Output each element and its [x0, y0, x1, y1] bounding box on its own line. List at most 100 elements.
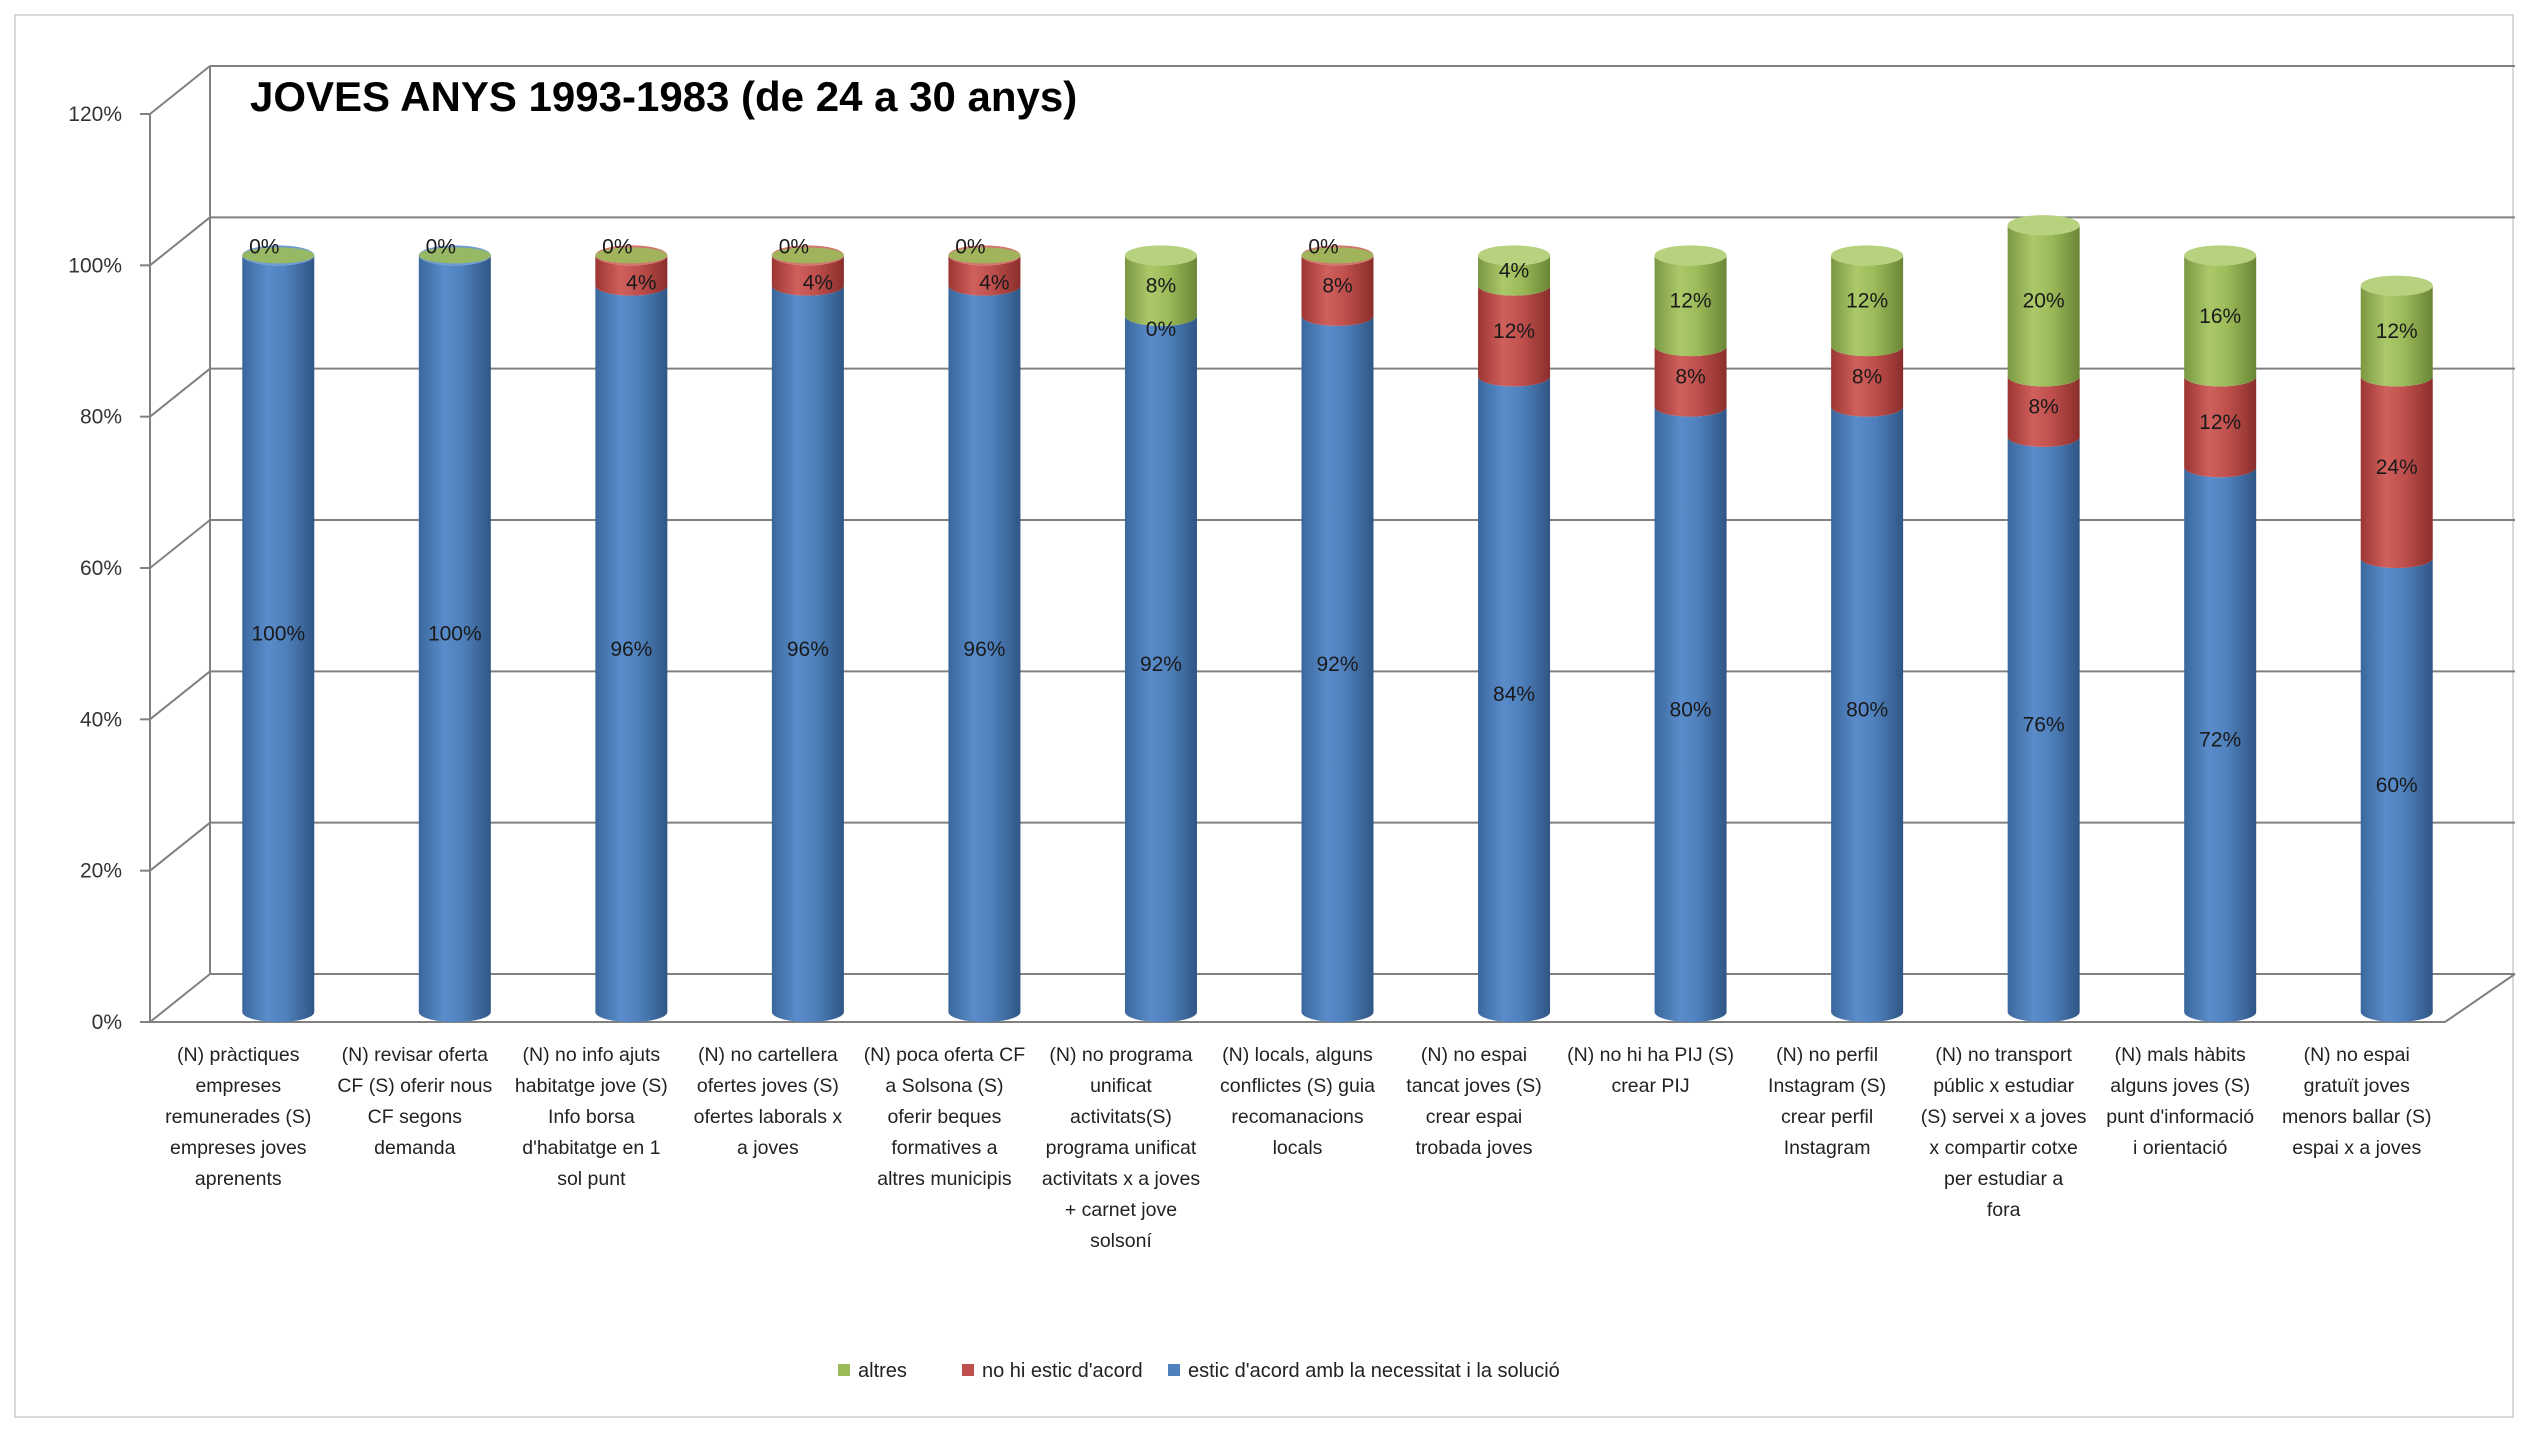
bar-segment [771, 255, 844, 296]
data-label: 0% [955, 235, 985, 258]
legend-swatch [838, 1364, 850, 1376]
bar-top-cap-altres [948, 247, 1021, 264]
data-label: 20% [2023, 290, 2065, 313]
category-label: (N) revisar oferta CF (S) oferir nous CF s… [337, 1044, 492, 1159]
bar-top-cap-altres [418, 247, 491, 264]
category-label: (N) no info ajuts habitatge jove (S) Info … [515, 1044, 668, 1190]
bar-top-cap [2360, 275, 2433, 296]
y-tick-label: 0% [92, 1011, 122, 1034]
data-label: 0% [1146, 318, 1176, 341]
data-label: 16% [2199, 305, 2241, 328]
category-label: (N) no transport públic x estudiar (S) ser… [1921, 1044, 2087, 1221]
legend-swatch [1168, 1364, 1180, 1376]
data-label: 84% [1493, 683, 1535, 706]
data-label: 100% [251, 623, 305, 646]
bar-top-cap [1124, 245, 1197, 266]
gridline-side [149, 216, 211, 267]
data-label: 0% [779, 235, 809, 258]
bar-segment [2184, 376, 2257, 478]
bar-segment [1831, 406, 1904, 1023]
bar-top-cap-altres [595, 247, 668, 264]
bar-top-cap-altres [242, 247, 315, 264]
bar-segment [1124, 315, 1197, 1023]
legend-swatch [962, 1364, 974, 1376]
y-tick-label: 120% [68, 103, 122, 126]
bar-segment [1478, 376, 1551, 1023]
gridline-side [149, 973, 211, 1023]
data-label: 4% [803, 272, 833, 295]
category-label: (N) no espai tancat joves (S) crear espai t… [1406, 1044, 1541, 1159]
gridline-side [149, 821, 211, 872]
bar-segment [418, 255, 491, 1023]
data-label: 0% [1308, 235, 1338, 258]
y-tick-label: 40% [80, 708, 122, 731]
bar-top-cap [1654, 245, 1727, 266]
chart-title: JOVES ANYS 1993-1983 (de 24 a 30 anys) [250, 73, 1077, 120]
bar-segment [1478, 285, 1551, 387]
bar-segment [948, 285, 1021, 1023]
bar-segment [1831, 346, 1904, 417]
bar-segment [1831, 255, 1904, 357]
gridline-side [149, 367, 211, 418]
category-label: (N) mals hàbits alguns joves (S) punt d'in… [2106, 1044, 2254, 1159]
category-label: (N) poca oferta CF a Solsona (S) oferir be… [864, 1044, 1026, 1190]
bar-segment [595, 255, 668, 296]
bar-segment [1301, 315, 1374, 1023]
legend-label: altres [858, 1360, 907, 1382]
category-label: (N) no cartellera ofertes joves (S) oferte… [694, 1044, 843, 1159]
category-label: (N) locals, alguns conflictes (S) guia rec… [1220, 1044, 1375, 1159]
gridline-side [149, 670, 211, 721]
y-tick-label: 60% [80, 557, 122, 580]
labels-layer: 100% 0% (N) pràctiques empreses remunerades … [165, 235, 2431, 1252]
data-label: 24% [2376, 456, 2418, 479]
bar-segment [2184, 467, 2257, 1023]
data-label: 76% [2023, 713, 2065, 736]
bar-segment [1478, 255, 1551, 296]
bar-segment [771, 285, 844, 1023]
bar-segment [2360, 558, 2433, 1023]
bar-segment [1124, 255, 1197, 326]
bar-segment [2007, 225, 2080, 387]
bar-top-cap [2184, 245, 2257, 266]
gridline-side [149, 65, 211, 115]
data-label: 96% [963, 638, 1005, 661]
category-label: (N) pràctiques empreses remunerades (S) emp… [165, 1044, 311, 1190]
data-label: 0% [426, 235, 456, 258]
data-label: 92% [1316, 653, 1358, 676]
y-tick-label: 80% [80, 406, 122, 429]
category-label: (N) no hi ha PIJ (S) crear PIJ [1567, 1044, 1734, 1097]
data-label: 8% [2028, 396, 2058, 419]
data-label: 12% [2376, 320, 2418, 343]
bar-top-cap [1831, 245, 1904, 266]
data-label: 72% [2199, 729, 2241, 752]
bar-top-cap-altres [1301, 247, 1374, 264]
data-label: 80% [1846, 698, 1888, 721]
data-label: 8% [1146, 275, 1176, 298]
data-label: 0% [249, 235, 279, 258]
bar-segment [1301, 255, 1374, 326]
bar-segment [1654, 346, 1727, 417]
bar-segment [948, 255, 1021, 296]
legend-label: estic d'acord amb la necessitat i la sol… [1188, 1360, 1560, 1382]
data-label: 8% [1322, 275, 1352, 298]
bar-segment [2184, 255, 2257, 387]
bar-top-cap [2007, 215, 2080, 236]
data-label: 12% [2199, 411, 2241, 434]
category-label: (N) no espai gratuït joves menors ballar (… [2282, 1044, 2432, 1159]
data-label: 12% [1670, 290, 1712, 313]
bar-segment [1654, 406, 1727, 1023]
data-label: 80% [1670, 698, 1712, 721]
data-label: 4% [626, 272, 656, 295]
bar-segment [2007, 436, 2080, 1023]
bar-segment [595, 285, 668, 1023]
y-tick-label: 20% [80, 860, 122, 883]
data-label: 4% [979, 272, 1009, 295]
bars-layer [242, 215, 2433, 1023]
category-label: (N) no programa unificat activitats(S) prog… [1042, 1044, 1200, 1252]
category-label: (N) no perfil Instagram (S) crear perfil In… [1768, 1044, 1886, 1159]
bar-segment [242, 255, 315, 1023]
data-label: 96% [610, 638, 652, 661]
bar-segment [2360, 376, 2433, 568]
bar-top-cap [1478, 245, 1551, 266]
